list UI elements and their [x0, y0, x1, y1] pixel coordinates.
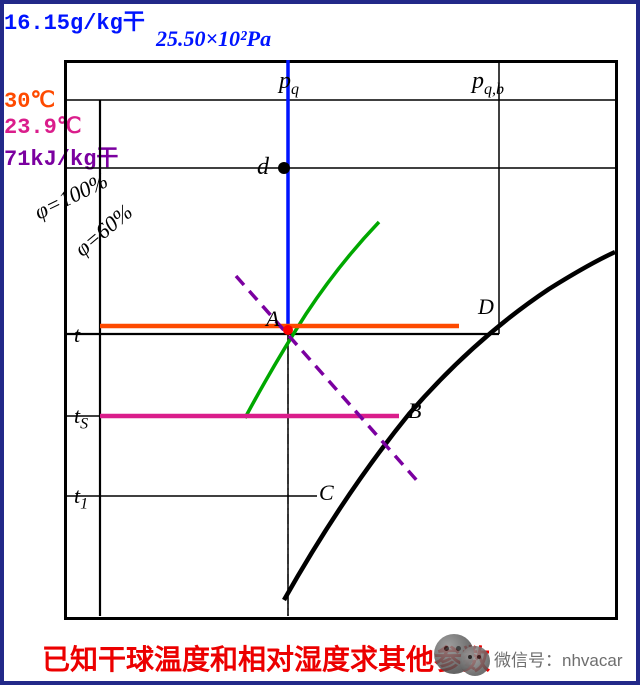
point-d-dot [278, 162, 290, 174]
enthalpy-dash [236, 276, 420, 484]
point-B-label: B [408, 398, 421, 424]
d-label: d [257, 154, 269, 181]
wechat-watermark: 微信号：nhvacar [432, 632, 640, 678]
ts-sub: S [80, 415, 88, 432]
saturation-curve [284, 252, 615, 600]
wechat-icon-small [460, 646, 490, 676]
outer-frame: 25.50×10²Pa pq pq,b d 16.15g/kg干 φ=60% φ… [0, 0, 640, 685]
point-C-label: C [319, 480, 334, 506]
pqb-main: p [472, 68, 484, 94]
pqb-sub: q,b [484, 81, 504, 98]
pqb-label: pq,b [472, 68, 504, 99]
point-A-label: A [266, 306, 279, 332]
wechat-eye [444, 646, 449, 651]
psychrometric-diagram [4, 4, 640, 689]
wechat-eye [468, 655, 472, 659]
ts-label: tS [74, 403, 88, 433]
point-A-dot [283, 325, 293, 335]
point-D-label: D [478, 294, 494, 320]
t1-sub: 1 [80, 495, 88, 512]
wechat-text: 微信号：nhvacar [494, 646, 622, 671]
wechat-eye [456, 646, 461, 651]
wechat-eye [477, 655, 481, 659]
t1-label: t1 [74, 483, 88, 513]
t-label: t [74, 322, 80, 348]
caption: 已知干球温度和相对湿度求其他参数 [42, 638, 490, 678]
